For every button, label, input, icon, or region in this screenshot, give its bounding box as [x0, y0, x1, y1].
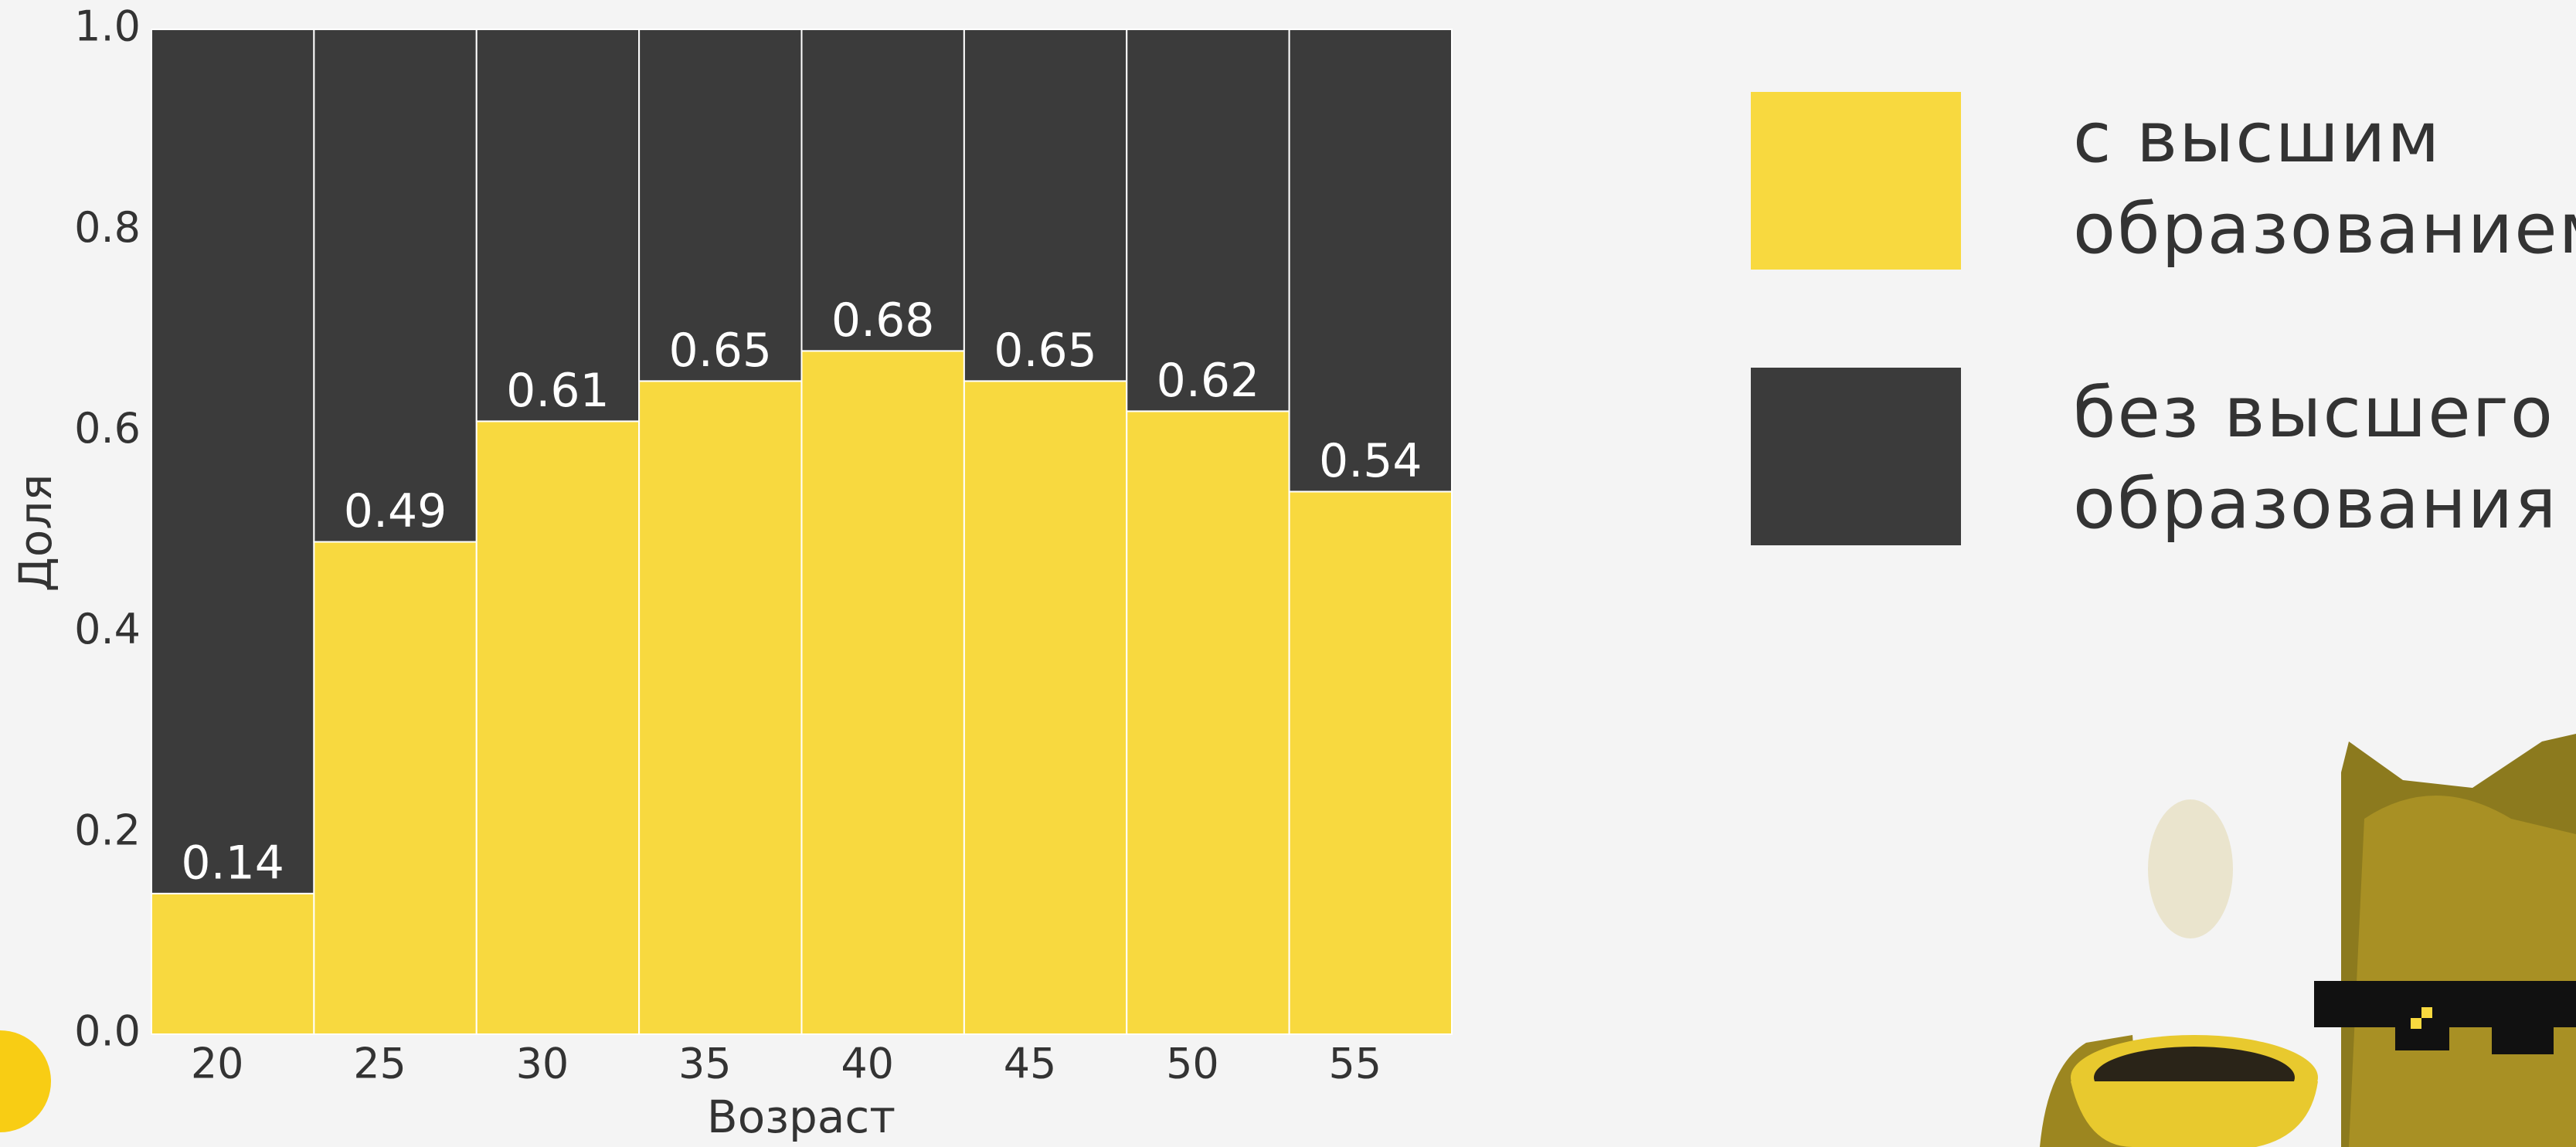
data-label: 0.49: [344, 484, 447, 538]
y-tick-label: 0.6: [74, 404, 141, 453]
x-tick-label: 50: [1166, 1040, 1219, 1088]
x-tick-label: 40: [841, 1040, 894, 1088]
y-tick-label: 0.4: [74, 605, 141, 653]
y-tick-label: 0.8: [74, 203, 141, 252]
data-label: 0.54: [1319, 434, 1422, 488]
legend-swatch: [1751, 92, 1961, 270]
bar-segment: [151, 29, 315, 894]
plot-area: [151, 29, 1453, 1036]
bar-segment: [151, 892, 315, 1035]
x-tick-label: 30: [516, 1040, 569, 1088]
bar-segment: [638, 380, 803, 1036]
bar-segment: [800, 350, 965, 1035]
data-label: 0.14: [181, 836, 284, 890]
bar-segment: [1126, 29, 1290, 412]
bar-segment: [963, 380, 1128, 1036]
x-tick-label: 20: [191, 1040, 244, 1088]
decor-circle: [0, 1030, 51, 1132]
y-axis-label: Доля: [9, 474, 62, 592]
bar-segment: [1288, 490, 1453, 1035]
y-tick-label: 0.2: [74, 806, 141, 854]
data-label: 0.68: [831, 294, 935, 348]
decor-cat: [2040, 734, 2576, 1147]
x-tick-label: 45: [1004, 1040, 1057, 1088]
bar-segment: [1288, 29, 1453, 493]
legend-label: без высшего образования: [2073, 372, 2558, 545]
bar-segment: [1126, 410, 1290, 1035]
x-tick-label: 55: [1328, 1040, 1381, 1088]
bar-segment: [963, 29, 1128, 382]
bar-segment: [475, 420, 641, 1035]
y-tick-label: 0.0: [74, 1007, 141, 1056]
x-tick-label: 25: [353, 1040, 406, 1088]
y-tick-label: 1.0: [74, 2, 141, 51]
bar-segment: [313, 29, 477, 543]
data-label: 0.65: [994, 324, 1097, 378]
bar-segment: [800, 29, 965, 352]
bar-segment: [638, 29, 803, 382]
x-axis-label: Возраст: [707, 1091, 895, 1143]
x-tick-label: 35: [678, 1040, 732, 1088]
data-label: 0.65: [669, 324, 773, 378]
data-label: 0.61: [506, 364, 610, 418]
data-label: 0.62: [1157, 354, 1260, 408]
bar-segment: [313, 541, 477, 1035]
bar-segment: [475, 29, 641, 422]
legend-label: с высшим образованием: [2073, 97, 2576, 270]
legend-swatch: [1751, 368, 1961, 545]
